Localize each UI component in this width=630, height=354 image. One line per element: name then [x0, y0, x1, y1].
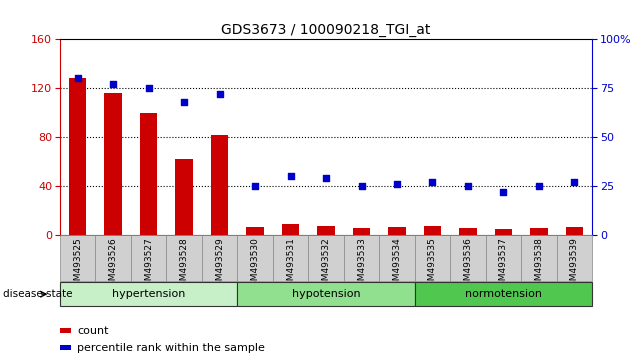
Text: GSM493526: GSM493526 — [108, 237, 118, 292]
Bar — [238, 235, 273, 281]
Text: GSM493525: GSM493525 — [73, 237, 82, 292]
Bar — [317, 225, 335, 235]
Bar — [95, 235, 131, 281]
Point — [357, 183, 367, 189]
Point — [72, 75, 83, 81]
Text: percentile rank within the sample: percentile rank within the sample — [77, 343, 265, 353]
Bar — [210, 135, 229, 235]
Text: normotension: normotension — [465, 289, 542, 299]
Bar — [557, 235, 592, 281]
Bar — [495, 229, 512, 235]
Point — [108, 81, 118, 87]
Bar — [379, 235, 415, 281]
Point — [179, 99, 189, 105]
Bar — [486, 235, 521, 281]
Text: disease state: disease state — [3, 289, 72, 299]
Text: hypertension: hypertension — [112, 289, 185, 299]
Point — [321, 176, 331, 181]
Bar — [175, 159, 193, 235]
Point — [534, 183, 544, 189]
Point — [144, 85, 154, 91]
Bar — [308, 235, 344, 281]
Bar — [530, 228, 548, 235]
Bar — [60, 282, 238, 306]
Text: hypotension: hypotension — [292, 289, 360, 299]
Bar — [60, 235, 95, 281]
Bar — [140, 113, 158, 235]
Text: GSM493538: GSM493538 — [534, 237, 544, 292]
Text: GSM493533: GSM493533 — [357, 237, 366, 292]
Point — [498, 189, 508, 195]
Text: GSM493539: GSM493539 — [570, 237, 579, 292]
Bar — [415, 235, 450, 281]
Text: GSM493527: GSM493527 — [144, 237, 153, 292]
Point — [570, 179, 580, 185]
Bar — [273, 235, 308, 281]
Bar — [344, 235, 379, 281]
Bar — [388, 227, 406, 235]
Bar — [69, 78, 86, 235]
Bar — [450, 235, 486, 281]
Bar — [423, 225, 442, 235]
Point — [285, 173, 295, 179]
Point — [250, 183, 260, 189]
Text: GSM493528: GSM493528 — [180, 237, 188, 292]
Text: GSM493534: GSM493534 — [392, 237, 401, 292]
Bar — [166, 235, 202, 281]
Bar — [202, 235, 238, 281]
Bar — [282, 224, 299, 235]
Bar — [566, 227, 583, 235]
Text: GSM493529: GSM493529 — [215, 237, 224, 292]
Text: GSM493536: GSM493536 — [464, 237, 472, 292]
Point — [427, 179, 437, 185]
Text: GSM493535: GSM493535 — [428, 237, 437, 292]
Text: GSM493531: GSM493531 — [286, 237, 295, 292]
Point — [463, 183, 473, 189]
Text: GSM493537: GSM493537 — [499, 237, 508, 292]
Bar — [415, 282, 592, 306]
Text: GSM493530: GSM493530 — [251, 237, 260, 292]
Bar — [238, 282, 415, 306]
Bar — [246, 227, 264, 235]
Bar — [521, 235, 557, 281]
Title: GDS3673 / 100090218_TGI_at: GDS3673 / 100090218_TGI_at — [221, 23, 431, 36]
Bar — [104, 93, 122, 235]
Text: GSM493532: GSM493532 — [321, 237, 331, 292]
Point — [392, 182, 402, 187]
Text: count: count — [77, 326, 109, 336]
Bar — [353, 228, 370, 235]
Point — [214, 91, 224, 97]
Bar — [131, 235, 166, 281]
Bar — [459, 228, 477, 235]
